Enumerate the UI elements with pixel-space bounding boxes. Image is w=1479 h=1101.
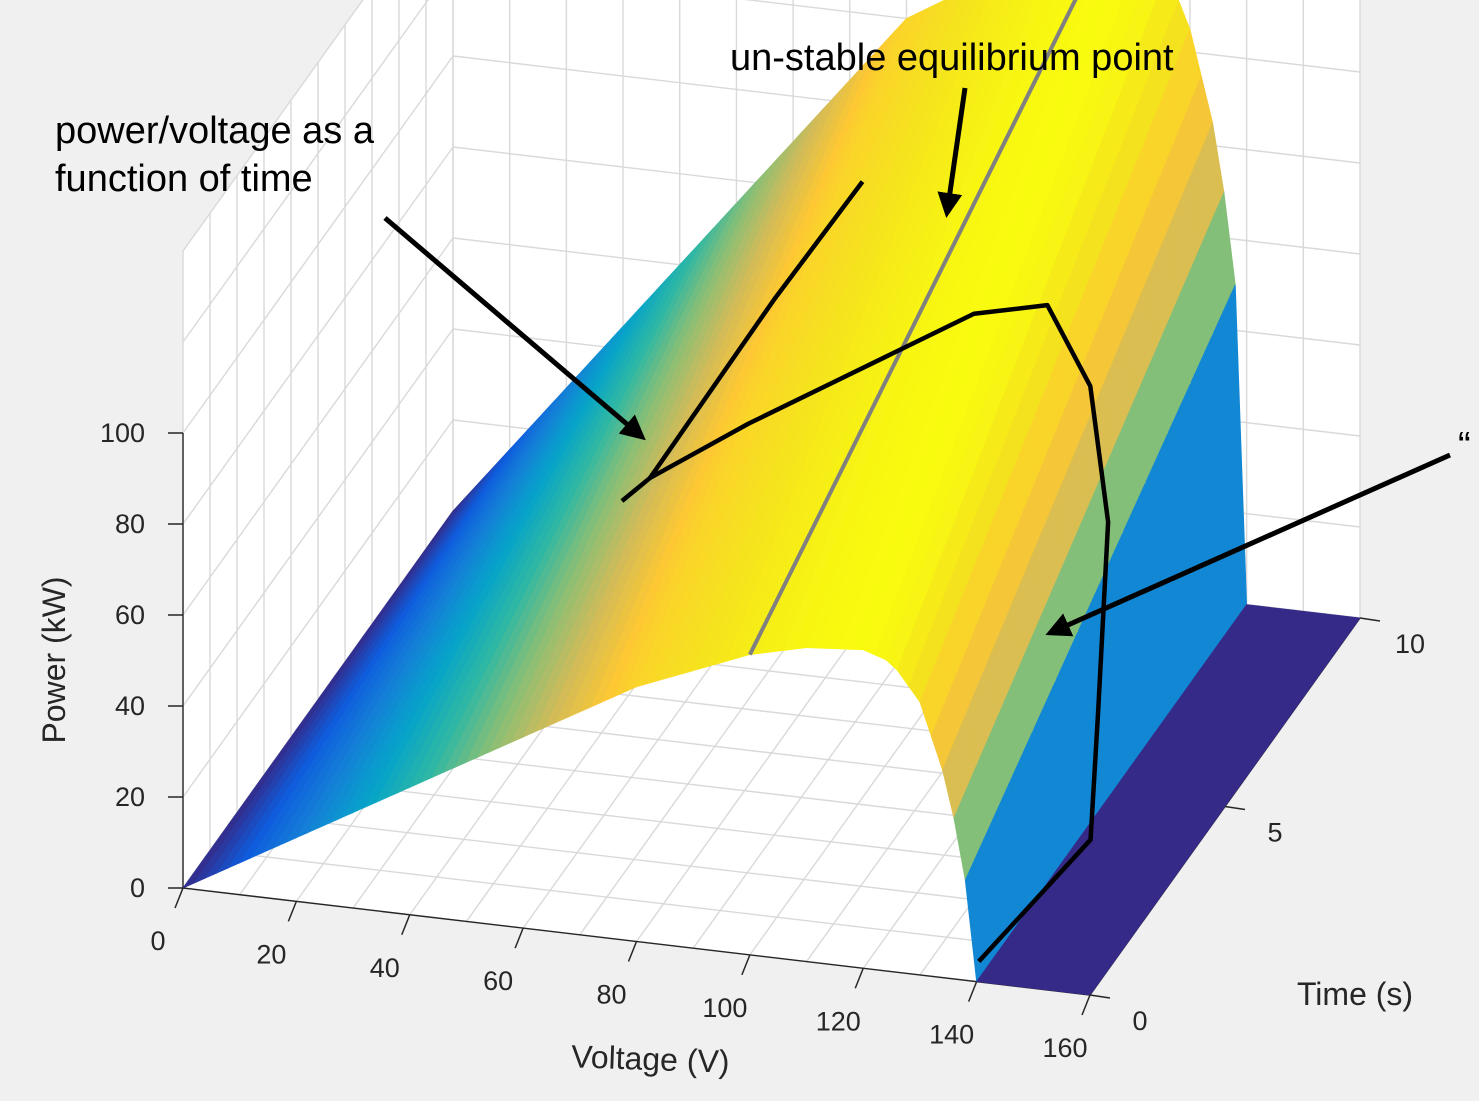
y-axis-label: Time (s) [1297, 976, 1413, 1012]
y-tick-mark [1224, 805, 1246, 811]
y-tick-mark [1359, 617, 1381, 622]
z-tick-label: 0 [130, 873, 145, 903]
left-grid-power [182, 328, 454, 707]
x-tick-label: 120 [816, 1006, 861, 1036]
x-tick-mark [627, 941, 638, 962]
x-tick-label: 60 [483, 966, 513, 996]
x-tick-mark [967, 981, 978, 1002]
x-tick-mark [1081, 994, 1091, 1016]
y-tick-label: 10 [1395, 629, 1425, 659]
floor-grid-time [209, 849, 1118, 958]
surface-mesh [181, 0, 1361, 996]
z-tick-label: 40 [115, 691, 145, 721]
x-tick-label: 20 [256, 939, 286, 969]
left-grid-power [182, 0, 364, 252]
x-tick-mark [514, 927, 524, 949]
x-tick-label: 0 [150, 926, 165, 956]
z-tick-label: 60 [115, 600, 145, 630]
annotation-arrow-equilibrium [937, 87, 968, 218]
surface-patch [1077, 961, 1114, 996]
x-tick-mark [854, 967, 864, 989]
equilibrium-line [748, 0, 1078, 656]
z-tick-label: 100 [100, 418, 145, 448]
annotation-unstable-equilibrium: un-stable equilibrium point [730, 37, 1174, 79]
x-tick-mark [287, 901, 298, 922]
x-tick-mark [401, 914, 411, 936]
x-tick-mark [174, 887, 184, 909]
z-axis-label: Power (kW) [36, 576, 72, 743]
left-grid-power [182, 237, 454, 616]
z-tick-label: 20 [115, 782, 145, 812]
annotations: power/voltage as a function of time un-sta… [55, 37, 1471, 637]
x-tick-label: 80 [596, 980, 626, 1010]
y-tick-mark [1089, 994, 1111, 999]
curve-overlay [620, 0, 1111, 963]
z-tick-label: 80 [115, 509, 145, 539]
trajectory-curve [620, 302, 1111, 963]
trajectory-curve [648, 180, 865, 480]
x-tick-mark [741, 954, 751, 976]
annotation-power-voltage: power/voltage as a function of time [55, 110, 375, 200]
x-tick-label: 40 [370, 953, 400, 983]
left-grid-power [182, 55, 454, 434]
left-grid-power [182, 419, 454, 798]
annotation-arrow-time-curve [383, 216, 646, 441]
x-tick-label: 100 [702, 993, 747, 1023]
y-tick-label: 0 [1132, 1006, 1147, 1036]
annotation-quote-mark: “ [1458, 425, 1471, 467]
left-grid-power [182, 0, 429, 343]
y-tick-label: 5 [1267, 818, 1282, 848]
x-tick-label: 140 [929, 1020, 974, 1050]
annotation-arrow-quote [1045, 452, 1452, 637]
left-grid-power [182, 146, 454, 525]
x-axis-label: Voltage (V) [571, 1038, 730, 1080]
x-tick-label: 160 [1042, 1033, 1087, 1063]
